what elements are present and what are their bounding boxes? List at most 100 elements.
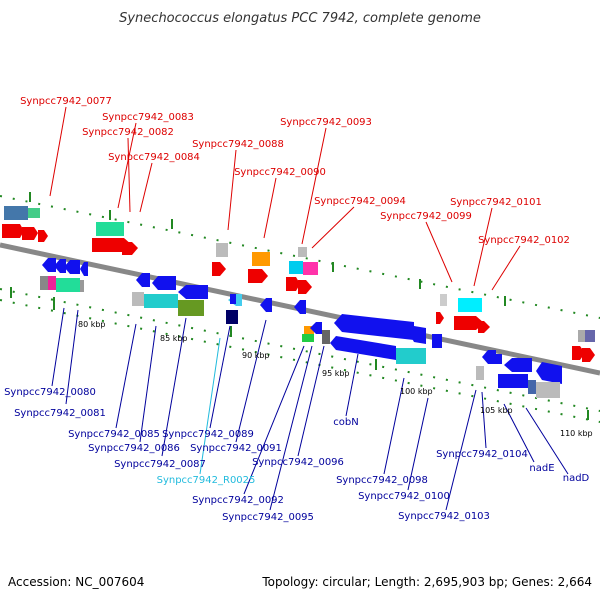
tick-label-80: 80 kbp xyxy=(78,320,106,329)
gene-0093-arrow xyxy=(286,277,300,291)
gene-0101-arrow xyxy=(454,316,484,330)
leader-0090 xyxy=(263,177,277,239)
label-0086: Synpcc7942_0086 xyxy=(88,443,180,454)
gene-0078-arrow xyxy=(22,227,38,240)
gene-0093-box xyxy=(289,261,303,274)
leader-0098 xyxy=(383,377,405,475)
label-0088: Synpcc7942_0088 xyxy=(192,139,284,150)
label-nadd: nadD xyxy=(563,473,590,484)
gene-edge-arrow-b xyxy=(582,348,595,362)
accession-text: Accession: NC_007604 xyxy=(8,575,144,589)
gene-0086-arrow xyxy=(152,276,176,290)
leader-0096 xyxy=(297,345,325,457)
gene-edge-box xyxy=(578,330,585,342)
gene-0089-box xyxy=(230,294,236,304)
gene-0093-box-c xyxy=(298,247,307,257)
label-0099: Synpcc7942_0099 xyxy=(380,211,472,222)
reverse-labels: Synpcc7942_0080 Synpcc7942_0081 Synpcc79… xyxy=(4,387,589,523)
gene-0077-box-b xyxy=(28,208,40,218)
tick-labels: 80 kbp 85 kbp 90 kbp 95 kbp 100 kbp 105 … xyxy=(78,320,593,438)
gene-0089-box-b xyxy=(226,310,238,324)
leader-0092 xyxy=(243,345,305,495)
label-0087: Synpcc7942_0087 xyxy=(114,459,206,470)
label-0093: Synpcc7942_0093 xyxy=(280,117,372,128)
gene-0094-arrow xyxy=(298,280,312,294)
label-0080: Synpcc7942_0080 xyxy=(4,387,96,398)
label-0094: Synpcc7942_0094 xyxy=(314,196,406,207)
gene-0087-box xyxy=(178,300,204,316)
gene-0098-arrow xyxy=(330,336,396,360)
tick-label-105: 105 kbp xyxy=(480,406,513,415)
label-0100: Synpcc7942_0100 xyxy=(358,491,450,502)
leader-0080 xyxy=(51,307,65,387)
gene-0080-arrow xyxy=(42,258,56,272)
gene-0086-arrow-b xyxy=(178,285,208,299)
map-title: Synechococcus elongatus PCC 7942, comple… xyxy=(119,11,481,26)
leader-0086 xyxy=(139,325,157,443)
gene-0081-box-b xyxy=(48,276,56,290)
label-0090: Synpcc7942_0090 xyxy=(234,167,326,178)
leader-0083 xyxy=(117,122,137,209)
gene-nade-arrow xyxy=(504,358,532,372)
gene-0090-box xyxy=(252,252,270,266)
leader-r0025 xyxy=(199,337,221,475)
label-nade: nadE xyxy=(529,463,554,474)
gene-0099-arrow xyxy=(436,312,444,324)
tick-label-85: 85 kbp xyxy=(160,334,188,343)
label-0104: Synpcc7942_0104 xyxy=(436,449,528,460)
label-0102: Synpcc7942_0102 xyxy=(478,235,570,246)
leader-0101 xyxy=(473,207,493,287)
gene-0082-box xyxy=(96,222,124,236)
label-0082: Synpcc7942_0082 xyxy=(82,127,174,138)
gene-0095-box xyxy=(304,326,314,334)
leader-0099 xyxy=(425,221,453,283)
leader-0077 xyxy=(49,106,67,197)
gene-edge-box-b xyxy=(585,330,595,342)
leader-0102 xyxy=(491,245,521,291)
leader-0085 xyxy=(115,323,137,429)
gene-0081-box-c xyxy=(56,278,80,292)
leader-0087 xyxy=(161,317,187,457)
leader-0093 xyxy=(301,127,327,245)
gene-0103-box xyxy=(476,366,484,380)
gene-nade-arrow-b xyxy=(536,362,562,384)
gene-0081-box xyxy=(40,276,48,290)
gene-0080-arrow-d xyxy=(80,262,88,276)
gene-0086-box xyxy=(144,294,178,308)
leader-0100 xyxy=(407,397,429,491)
leader-0084 xyxy=(139,162,153,213)
genome-summary-text: Topology: circular; Length: 2,695,903 bp… xyxy=(261,575,592,589)
label-0103: Synpcc7942_0103 xyxy=(398,511,490,522)
leader-0081 xyxy=(65,309,79,405)
label-0101: Synpcc7942_0101 xyxy=(450,197,542,208)
leader-cobn xyxy=(345,353,359,417)
gene-cobn-arrow-b xyxy=(410,326,426,344)
gene-0099-box xyxy=(440,294,447,306)
forward-leader-lines xyxy=(49,106,521,291)
tick-label-90: 90 kbp xyxy=(242,351,270,360)
label-0081: Synpcc7942_0081 xyxy=(14,408,106,419)
tick-label-110: 110 kbp xyxy=(560,429,593,438)
label-0092: Synpcc7942_0092 xyxy=(192,495,284,506)
label-0098: Synpcc7942_0098 xyxy=(336,475,428,486)
gene-cobn-arrow xyxy=(334,314,414,340)
gene-nadd-box-b xyxy=(536,382,560,398)
leader-0103 xyxy=(445,389,477,511)
gene-0096-box xyxy=(322,330,330,344)
gene-0085-box xyxy=(132,292,144,306)
gene-nadd-box xyxy=(528,380,536,394)
gene-0077-box xyxy=(4,206,28,220)
gene-nade-box xyxy=(498,374,528,388)
gene-0095-box-b xyxy=(302,334,314,342)
gene-0085-arrow xyxy=(136,273,150,287)
leader-0088 xyxy=(227,149,237,231)
label-0096: Synpcc7942_0096 xyxy=(252,457,344,468)
gene-0080-arrow-c xyxy=(64,260,80,274)
forward-labels: Synpcc7942_0077 Synpcc7942_0083 Synpcc79… xyxy=(20,96,570,246)
reverse-genes xyxy=(40,258,562,398)
leader-0095 xyxy=(269,345,313,511)
gene-0088-box xyxy=(216,243,228,257)
gene-0091-arrow xyxy=(260,298,272,312)
gene-0088-arrow xyxy=(212,262,226,276)
